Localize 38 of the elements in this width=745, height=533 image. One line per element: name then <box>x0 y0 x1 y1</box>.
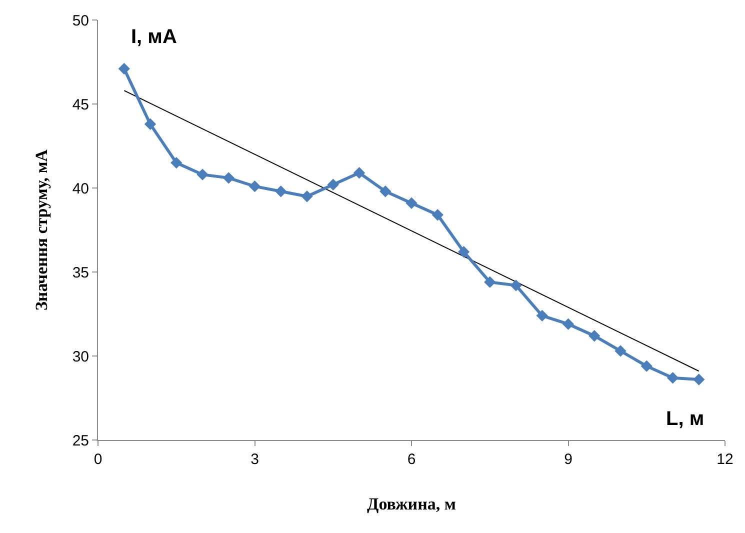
y-tick-label: 45 <box>72 96 89 114</box>
y-tick-label: 25 <box>72 432 89 450</box>
point <box>275 186 287 198</box>
point <box>432 209 444 221</box>
point <box>301 190 313 202</box>
point <box>614 345 626 357</box>
point <box>380 186 392 198</box>
point <box>484 276 496 288</box>
x-tick-label: 12 <box>716 451 734 468</box>
point <box>640 360 652 372</box>
point <box>536 310 548 322</box>
point <box>353 167 366 179</box>
point <box>327 178 339 190</box>
point <box>170 156 182 169</box>
point <box>118 62 130 75</box>
point <box>248 180 261 192</box>
y-tick-label: 30 <box>72 348 89 366</box>
x-axis-title: Довжина, м <box>367 494 456 514</box>
x-tick-label: 0 <box>94 451 102 468</box>
x-tick-label: 9 <box>564 451 572 468</box>
point <box>588 330 600 342</box>
x-tick-label: 3 <box>250 451 259 468</box>
y-axis-title: Значення струму, мА <box>32 148 51 311</box>
y-tick-label: 35 <box>72 264 89 282</box>
point <box>510 280 522 292</box>
point <box>562 318 574 330</box>
point <box>196 168 208 180</box>
x-tick-label: 6 <box>407 451 416 468</box>
point <box>666 372 679 384</box>
y-tick-label: 40 <box>72 180 89 198</box>
annotation: L, м <box>666 408 704 430</box>
point <box>144 118 156 130</box>
point <box>406 197 418 209</box>
y-tick-label: 50 <box>72 12 89 30</box>
point <box>222 172 234 184</box>
point <box>693 374 705 386</box>
annotation: I, мА <box>131 26 177 48</box>
point <box>458 246 470 258</box>
